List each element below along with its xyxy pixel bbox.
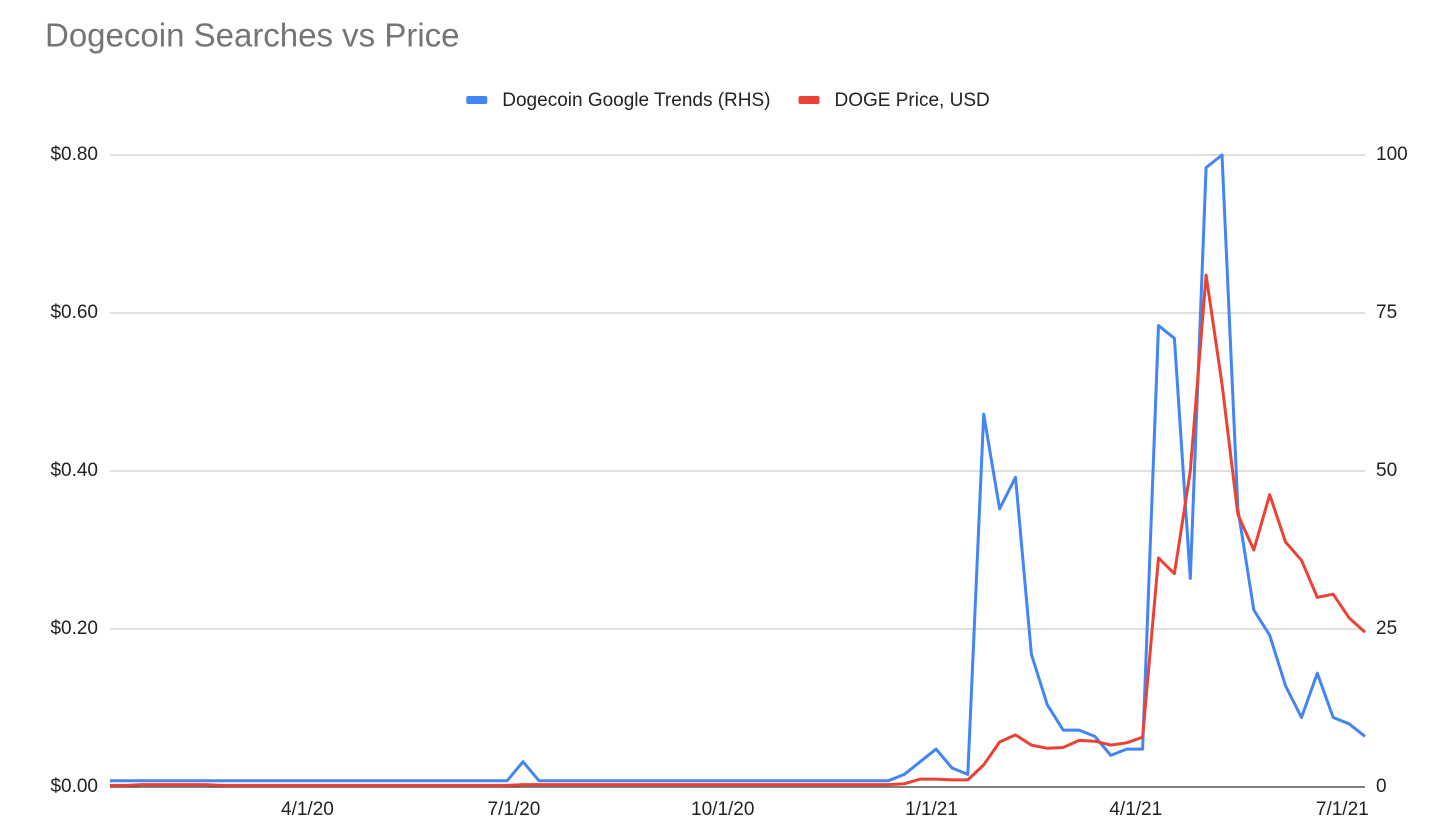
- y2-tick-label: 0: [1376, 776, 1387, 797]
- y2-tick-label: 50: [1376, 460, 1397, 481]
- y-tick-label: $0.40: [50, 460, 98, 481]
- x-tick-label: 1/1/21: [905, 799, 958, 820]
- legend-swatch: [466, 96, 488, 104]
- legend-swatch: [798, 96, 820, 104]
- y-tick-label: $0.20: [50, 618, 98, 639]
- legend-label: Dogecoin Google Trends (RHS): [502, 90, 770, 111]
- y2-tick-label: 100: [1376, 144, 1408, 165]
- x-tick-label: 4/1/21: [1109, 799, 1162, 820]
- x-tick-label: 10/1/20: [691, 799, 754, 820]
- series-line: [110, 273, 1367, 787]
- y-tick-label: $0.00: [50, 776, 98, 797]
- x-tick-label: 7/1/21: [1316, 799, 1369, 820]
- legend-label: DOGE Price, USD: [835, 90, 990, 111]
- y-tick-label: $0.80: [50, 144, 98, 165]
- x-tick-label: 7/1/20: [488, 799, 541, 820]
- y2-tick-label: 25: [1376, 618, 1397, 639]
- y2-tick-label: 75: [1376, 302, 1397, 323]
- chart-title: Dogecoin Searches vs Price: [45, 17, 460, 54]
- y-tick-label: $0.60: [50, 302, 98, 323]
- x-tick-label: 4/1/20: [281, 799, 334, 820]
- series-line: [110, 153, 1366, 783]
